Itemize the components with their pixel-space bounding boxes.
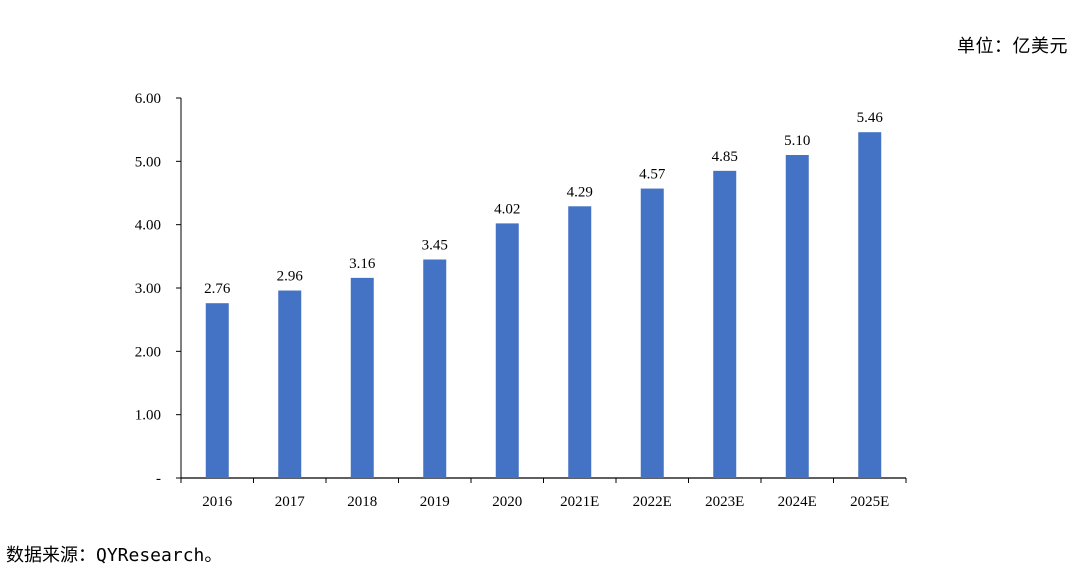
bar — [640, 188, 664, 479]
unit-label: 单位：亿美元 — [957, 36, 1068, 57]
bar — [278, 290, 302, 478]
data-label: 3.16 — [349, 256, 376, 272]
bar — [350, 277, 374, 478]
bar — [568, 206, 592, 479]
y-tick-label: 2.00 — [135, 344, 161, 360]
x-axis: 2016 2017 2018 2019 2020 2021E 2022E 2023E 2024E… — [180, 477, 907, 510]
data-label: 2.96 — [277, 269, 304, 285]
y-tick-label: 6.00 — [135, 91, 161, 107]
bar — [205, 303, 229, 478]
bar — [495, 223, 519, 478]
x-tick-label: 2023E — [705, 494, 744, 510]
x-tick-label: 2022E — [633, 494, 672, 510]
y-tick-label: 3.00 — [135, 281, 161, 297]
y-axis: - 1.00 2.00 3.00 4.00 5.00 6.00 — [135, 91, 182, 487]
source-note: 数据来源：QYResearch。 — [6, 545, 223, 566]
x-tick-label: 2019 — [420, 494, 450, 510]
data-label: 4.02 — [494, 201, 520, 217]
bars — [205, 132, 882, 479]
x-tick-label: 2016 — [202, 494, 233, 510]
x-tick-label: 2020 — [492, 494, 522, 510]
data-label: 4.57 — [639, 167, 666, 183]
x-tick-label: 2024E — [778, 494, 817, 510]
y-tick-label: 5.00 — [135, 154, 161, 170]
y-tick-label: 4.00 — [135, 218, 161, 234]
bar — [713, 170, 737, 479]
data-label: 5.10 — [784, 133, 810, 149]
bar — [785, 155, 809, 478]
y-tick-label: - — [156, 471, 161, 487]
data-label: 3.45 — [422, 238, 448, 254]
bar-chart: -1.002.003.004.005.006.00 2016 2017 2018 20… — [135, 91, 907, 510]
data-label: 4.85 — [712, 149, 738, 165]
bar — [858, 132, 882, 478]
x-tick-label: 2025E — [850, 494, 889, 510]
x-tick-label: 2021E — [560, 494, 599, 510]
data-label: 2.76 — [204, 281, 231, 297]
bar — [423, 259, 447, 478]
y-tick-label: 1.00 — [135, 408, 161, 424]
data-label: 4.29 — [567, 184, 593, 200]
data-labels: 2.76 2.96 3.16 3.45 4.02 4.29 4.57 4.85 5.10 5.46 — [204, 110, 883, 297]
x-tick-label: 2017 — [275, 494, 306, 510]
x-tick-label: 2018 — [347, 494, 377, 510]
data-label: 5.46 — [857, 110, 884, 126]
